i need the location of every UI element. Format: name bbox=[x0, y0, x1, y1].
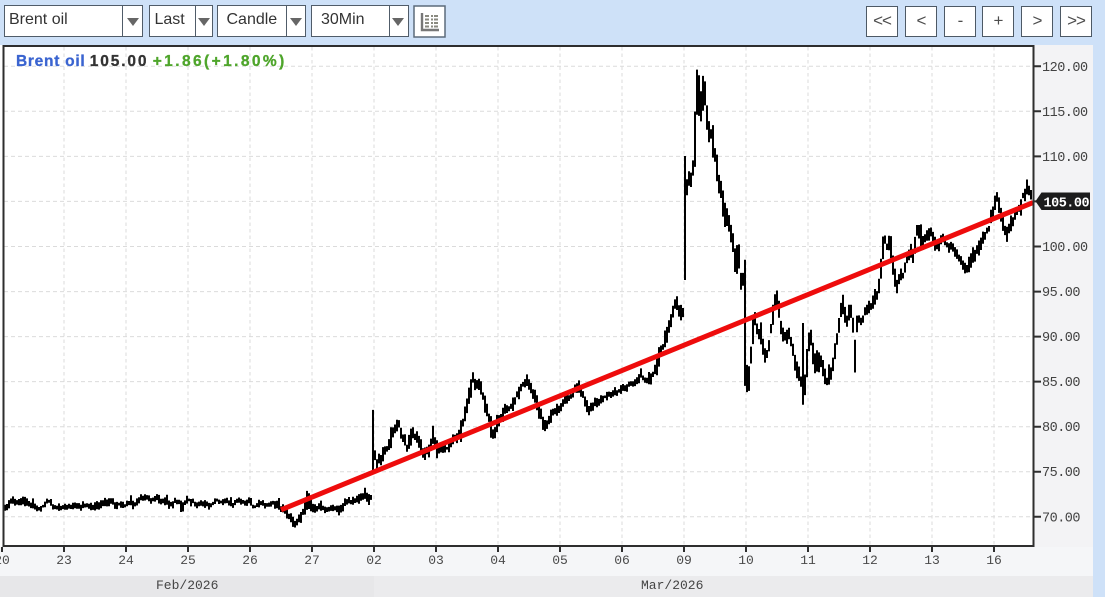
svg-text:75.00: 75.00 bbox=[1042, 466, 1080, 481]
svg-text:85.00: 85.00 bbox=[1042, 376, 1080, 391]
svg-text:27: 27 bbox=[304, 553, 320, 568]
svg-text:13: 13 bbox=[924, 553, 940, 568]
svg-text:16: 16 bbox=[986, 553, 1002, 568]
svg-text:06: 06 bbox=[614, 553, 630, 568]
svg-text:10: 10 bbox=[738, 553, 754, 568]
svg-text:25: 25 bbox=[180, 553, 196, 568]
svg-text:95.00: 95.00 bbox=[1042, 286, 1080, 301]
svg-text:24: 24 bbox=[118, 553, 134, 568]
svg-text:09: 09 bbox=[676, 553, 692, 568]
svg-text:105.00: 105.00 bbox=[1044, 197, 1090, 212]
svg-text:02: 02 bbox=[366, 553, 382, 568]
svg-text:11: 11 bbox=[800, 553, 816, 568]
svg-text:120.00: 120.00 bbox=[1042, 61, 1088, 76]
svg-text:115.00: 115.00 bbox=[1042, 106, 1088, 121]
svg-text:26: 26 bbox=[242, 553, 258, 568]
svg-text:23: 23 bbox=[56, 553, 72, 568]
svg-text:110.00: 110.00 bbox=[1042, 151, 1088, 166]
svg-text:90.00: 90.00 bbox=[1042, 331, 1080, 346]
svg-text:80.00: 80.00 bbox=[1042, 421, 1080, 436]
svg-text:12: 12 bbox=[862, 553, 878, 568]
svg-text:70.00: 70.00 bbox=[1042, 511, 1080, 526]
svg-text:05: 05 bbox=[552, 553, 568, 568]
svg-text:03: 03 bbox=[428, 553, 444, 568]
svg-text:20: 20 bbox=[0, 553, 10, 568]
svg-text:100.00: 100.00 bbox=[1042, 241, 1088, 256]
svg-text:04: 04 bbox=[490, 553, 506, 568]
